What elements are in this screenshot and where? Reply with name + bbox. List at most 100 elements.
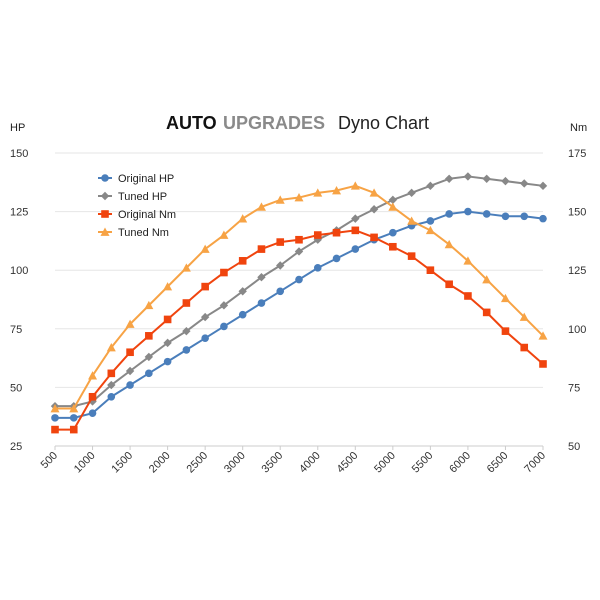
data-point [163,357,172,366]
legend-swatch-marker [100,191,110,201]
data-point [426,266,435,274]
chart-subtitle: Dyno Chart [338,113,429,133]
data-point [238,287,247,296]
data-point [501,176,510,186]
data-point [389,242,397,251]
data-point [125,366,135,376]
chart-title-brand-2: UPGRADES [223,113,325,133]
y-tick-right: 175 [568,148,586,160]
data-point [107,392,116,401]
data-point [313,231,322,239]
data-point [520,343,529,352]
data-point [51,425,59,434]
data-point [389,228,397,237]
legend-item: Original HP [98,173,174,185]
data-point [351,214,360,223]
data-point [294,193,304,202]
data-point [369,205,379,214]
data-point [182,346,191,354]
data-point [520,179,529,188]
data-point [407,252,416,260]
series-original-nm [51,226,547,434]
data-point [482,308,491,317]
data-point [163,315,172,324]
y-tick-left: 125 [10,207,28,219]
y-tick-left: 75 [10,324,22,336]
series-original-hp [51,207,547,422]
data-point [256,202,266,211]
legend: Original HP Tuned HP Original Nm Tuned Nm [98,173,176,239]
data-point [313,188,323,197]
left-axis-unit: HP [10,122,25,134]
data-point [520,212,529,221]
data-point [482,210,491,218]
data-point [444,174,454,183]
y-tick-right: 150 [568,207,586,219]
y-tick-left: 50 [10,382,22,394]
data-point [125,319,135,328]
data-point [201,334,209,342]
data-point [182,326,191,336]
data-point [145,332,153,340]
legend-swatch-marker [100,227,110,236]
data-point [445,210,453,218]
data-point [238,310,247,319]
legend-item: Tuned HP [98,191,167,203]
data-point [220,322,228,331]
data-point [88,392,97,401]
data-point [332,254,341,263]
data-point [445,280,453,289]
data-point [482,275,492,284]
data-point [106,343,116,352]
data-point [257,299,266,307]
data-point [182,299,191,307]
data-point [220,268,228,277]
legend-swatch-marker [101,210,109,218]
data-point [200,312,210,322]
legend-swatch-marker [101,174,109,182]
data-point [351,245,360,253]
data-point [294,247,304,256]
y-tick-right: 75 [568,382,580,394]
data-point [126,381,134,389]
data-point [500,293,510,303]
series-tuned-hp [50,172,548,411]
data-point [369,188,379,197]
data-point [144,352,154,362]
data-point [350,181,360,190]
data-point [69,425,78,434]
legend-label: Original HP [118,173,174,185]
data-point [276,238,285,246]
series [50,172,548,434]
data-point [519,312,529,321]
y-tick-right: 125 [568,265,586,277]
y-tick-right: 100 [568,324,586,336]
data-point [88,409,97,417]
y-tick-right: 50 [568,441,580,453]
data-point [50,403,60,413]
y-tick-left: 25 [10,441,22,453]
data-point [51,414,59,422]
data-point [426,181,435,191]
data-point [88,371,98,380]
data-point [144,300,154,310]
y-tick-left: 150 [10,148,28,160]
y-tick-left: 100 [10,265,28,277]
data-point [200,244,210,253]
legend-item: Original Nm [98,209,176,221]
data-point [276,287,285,296]
data-point [464,292,472,300]
y-ticks-left: 25 50 75 100 125 150 [10,148,28,453]
legend-item: Tuned Nm [98,227,169,239]
data-point [145,369,153,378]
series-tuned-nm [50,181,548,413]
data-point [407,216,417,225]
data-point [388,195,398,205]
data-point [538,181,548,191]
data-point [126,348,134,357]
chart-title-brand-1: AUTO [166,113,217,133]
data-point [295,235,303,244]
data-point [482,174,491,183]
data-point [219,301,229,310]
y-ticks-right: 50 75 100 125 150 175 [568,148,586,453]
